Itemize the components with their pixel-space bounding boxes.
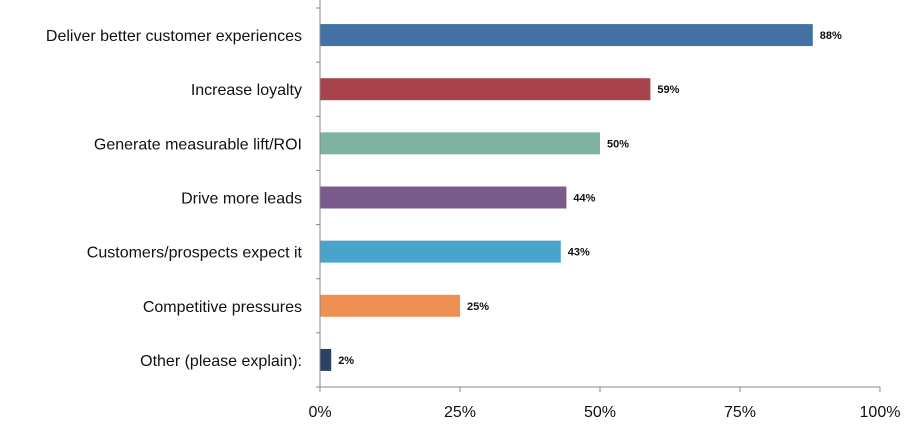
- category-label-2: Increase loyalty: [191, 82, 302, 99]
- value-label-6: 25%: [467, 301, 489, 313]
- category-label-1: Deliver better customer experiences: [46, 28, 302, 45]
- bar-3: [320, 132, 600, 155]
- bar-5: [320, 240, 561, 263]
- category-label-4: Drive more leads: [181, 191, 302, 208]
- x-tick-label-3: 50%: [584, 404, 616, 421]
- x-tick-label-4: 75%: [724, 404, 756, 421]
- bars-layer: [320, 24, 813, 371]
- value-label-1: 88%: [820, 30, 842, 42]
- value-label-4: 44%: [573, 193, 595, 205]
- x-tick-label-1: 0%: [308, 404, 331, 421]
- category-label-7: Other (please explain):: [140, 353, 302, 370]
- value-labels: 88% 59% 50% 44% 43% 25% 2%: [338, 30, 842, 367]
- x-tick-label-5: 100%: [860, 404, 901, 421]
- bar-7: [320, 348, 332, 371]
- bar-1: [320, 24, 813, 47]
- value-label-3: 50%: [607, 138, 629, 150]
- value-label-7: 2%: [338, 355, 354, 367]
- category-labels: Deliver better customer experiences Incre…: [46, 28, 303, 370]
- value-label-2: 59%: [657, 84, 679, 96]
- bar-2: [320, 78, 651, 101]
- x-axis: 0% 25% 50% 75% 100%: [308, 0, 900, 421]
- category-label-6: Competitive pressures: [143, 299, 302, 316]
- category-label-3: Generate measurable lift/ROI: [94, 136, 302, 153]
- bar-4: [320, 186, 567, 209]
- category-label-5: Customers/prospects expect it: [87, 245, 303, 262]
- bar-6: [320, 294, 460, 317]
- value-label-5: 43%: [568, 247, 590, 259]
- x-tick-label-2: 25%: [444, 404, 476, 421]
